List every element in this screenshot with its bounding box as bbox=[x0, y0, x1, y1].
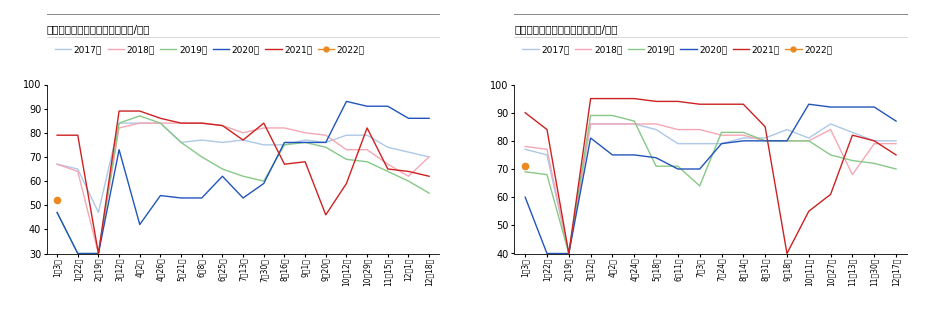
Text: 江浙织造开工率季节性图示（元/吨）: 江浙织造开工率季节性图示（元/吨） bbox=[47, 24, 151, 34]
Legend: 2017年, 2018年, 2019年, 2020年, 2021年, 2022年: 2017年, 2018年, 2019年, 2020年, 2021年, 2022年 bbox=[51, 42, 368, 58]
Text: 江浙加弹开工率季节性图示（元/吨）: 江浙加弹开工率季节性图示（元/吨） bbox=[514, 24, 618, 34]
Legend: 2017年, 2018年, 2019年, 2020年, 2021年, 2022年: 2017年, 2018年, 2019年, 2020年, 2021年, 2022年 bbox=[519, 42, 836, 58]
